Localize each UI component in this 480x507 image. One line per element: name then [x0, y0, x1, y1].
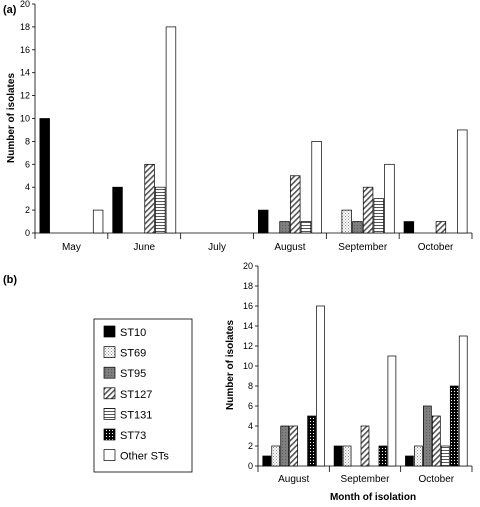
panel-a-y-tick-label: 0 [25, 228, 30, 238]
legend-entry-st73: ST73 [120, 430, 146, 442]
panel-b-y-tick-label: 8 [248, 381, 253, 391]
legend-swatch-st69 [103, 346, 116, 358]
panel-b-bar-st127 [431, 415, 441, 467]
panel-b-bar-st127 [360, 425, 370, 467]
panel-b-bar-st73 [307, 415, 316, 467]
panel-a-plot: 0 2 4 6 8 10 12 14 16 18 20 May June July August Septem… [20, 0, 473, 253]
panel-b-category-label: September [341, 474, 391, 485]
panel-a-bar-st10 [403, 221, 415, 234]
panel-a-bar-st10 [39, 118, 50, 234]
legend-swatch-st10 [103, 325, 116, 338]
panel-a-bar-st10 [112, 186, 123, 234]
panel-a-bar-st10 [258, 209, 269, 234]
panel-a-bar-st131 [300, 221, 312, 234]
panel-a-bar-st127 [290, 175, 301, 234]
panel-a-y-tick-label: 8 [25, 136, 30, 146]
panel-a-category-label: May [62, 242, 81, 253]
panel-a-y-tick-label: 16 [20, 45, 30, 55]
panel-b-bar-other-sts [316, 305, 325, 467]
panel-a-bar-st69 [341, 209, 352, 234]
panel-a-y-tick-label: 18 [20, 22, 30, 32]
panel-a-y-tick-label: 4 [25, 182, 30, 192]
panel-a-y-tick-label: 20 [20, 0, 30, 9]
panel-a-y-tick-label: 12 [20, 91, 30, 101]
panel-b-bar-st10 [333, 445, 343, 467]
panel-b-bar-st131 [440, 445, 450, 467]
panel-a-bar-st127 [144, 163, 155, 234]
panel-b-category-label: August [278, 474, 309, 485]
panel-b-y-tick-label: 18 [243, 281, 253, 291]
panel-b-xlabel: Month of isolation [330, 492, 416, 503]
legend-swatch-st95 [103, 366, 116, 379]
panel-b-y-tick-label: 10 [243, 361, 253, 371]
legend-swatch-other-sts [103, 449, 116, 461]
panel-b-label: (b) [3, 274, 17, 286]
panel-a-bar-other-sts [165, 26, 177, 234]
panel-a-category-label: June [133, 242, 155, 253]
panel-a-y-tick-label: 10 [20, 114, 30, 124]
panel-a-bar-other-sts [457, 129, 468, 234]
legend-entry-st69: ST69 [120, 348, 146, 360]
panel-a-category-label: July [208, 242, 226, 253]
panel-b-bar-st69 [414, 445, 423, 467]
panel-a-bar-other-sts [92, 209, 104, 234]
panel-b-bar-st69 [342, 445, 352, 467]
panel-b-bar-other-sts [387, 355, 397, 467]
panel-b-bar-st95 [280, 425, 290, 467]
panel-b-bar-st73 [449, 385, 459, 467]
panel-a-category-label: September [338, 242, 388, 253]
panel-b-y-tick-label: 6 [248, 401, 253, 411]
panel-a-bar-other-sts [384, 163, 395, 234]
legend-swatch-st73 [103, 428, 116, 441]
panel-a-bar-st127 [362, 186, 374, 234]
panel-a-bar-st127 [435, 221, 447, 234]
panel-a-ylabel: Number of isolates [6, 73, 17, 163]
panel-b-bar-st69 [271, 445, 281, 467]
panel-b-bar-st10 [405, 455, 414, 467]
panel-b-plot: 0 2 4 6 8 10 12 14 16 18 20 August September October [243, 261, 473, 485]
panel-b-y-tick-label: 0 [248, 461, 253, 471]
legend-swatch-st131 [103, 408, 116, 420]
legend-entry-st10: ST10 [120, 327, 146, 339]
panel-b-y-tick-label: 2 [248, 441, 253, 451]
panel-a-bar-st131 [373, 198, 384, 234]
panel-b-y-tick-label: 4 [248, 421, 253, 431]
panel-a-y-tick-label: 6 [25, 159, 30, 169]
panel-b-category-label: October [419, 474, 455, 485]
panel-b-bar-st10 [262, 455, 272, 467]
panel-b-bar-st95 [423, 405, 432, 467]
panel-b-y-tick-label: 12 [243, 341, 253, 351]
panel-b-y-tick-label: 16 [243, 301, 253, 311]
legend-entry-other-sts: Other STs [120, 451, 169, 463]
panel-b-y-tick-label: 14 [243, 321, 253, 331]
panel-b-ylabel: Number of isolates [225, 320, 236, 410]
panel-a-bar-st131 [155, 186, 166, 234]
panel-a-label: (a) [3, 4, 17, 16]
panel-a-bar-st95 [352, 221, 363, 234]
panel-a-y-tick-label: 2 [25, 205, 30, 215]
panel-a-category-label: August [274, 242, 305, 253]
panel-b-bar-st73 [378, 445, 388, 467]
panel-b-bar-other-sts [458, 335, 468, 467]
panel-a-bar-st95 [279, 221, 290, 234]
panel-a-category-label: October [418, 242, 454, 253]
legend-entry-st127: ST127 [120, 389, 152, 401]
legend-swatch-st127 [103, 387, 116, 400]
legend-entry-st131: ST131 [120, 409, 152, 421]
panel-b-y-tick-label: 20 [243, 261, 253, 271]
panel-b-bar-st127 [289, 425, 299, 467]
panel-a-y-tick-label: 14 [20, 68, 30, 78]
panel-a-bar-other-sts [311, 141, 322, 234]
legend-entry-st95: ST95 [120, 368, 146, 380]
legend: ST10 ST69 ST95 ST127 ST131 ST73 Other STs [93, 318, 193, 473]
